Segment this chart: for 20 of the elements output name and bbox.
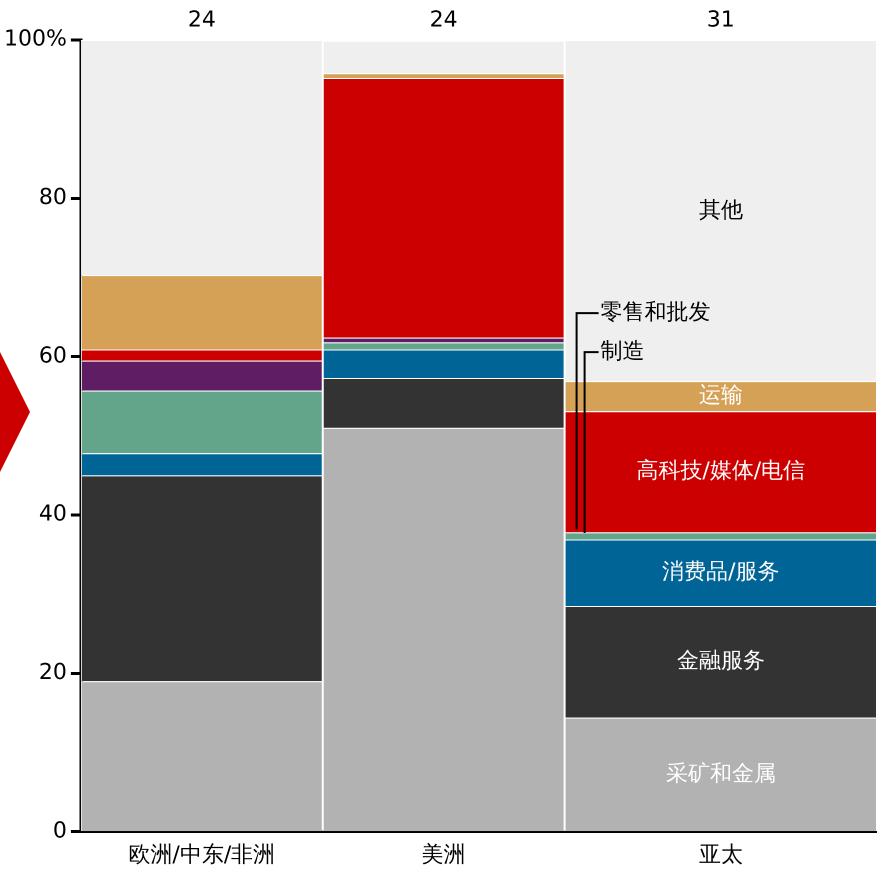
series-label: 运输 <box>698 382 743 408</box>
annotation: 24 <box>430 8 458 33</box>
y-tick-label: 60 <box>38 343 67 368</box>
series-label: 高科技/媒体/电信 <box>636 458 806 484</box>
x-tick-label: 美洲 <box>422 842 466 868</box>
y-tick-label: 40 <box>38 502 67 527</box>
x-tick-label: 欧洲/中东/非洲 <box>128 842 276 868</box>
y-tick-label: 100% <box>4 26 67 52</box>
annotation: 31 <box>706 8 735 33</box>
y-tick-label: 0 <box>52 818 67 844</box>
y-tick-label: 20 <box>38 660 67 685</box>
y-tick-label: 80 <box>38 185 67 210</box>
series-label: 制造 <box>600 338 645 364</box>
series-label: 消费品/服务 <box>662 559 780 584</box>
series-label: 金融服务 <box>676 648 765 674</box>
series-label: 其他 <box>698 198 743 224</box>
x-tick-label: 亚太 <box>698 842 743 868</box>
annotation: 24 <box>188 8 216 33</box>
series-label: 采矿和金属 <box>666 761 776 786</box>
series-label: 零售和批发 <box>600 300 711 325</box>
